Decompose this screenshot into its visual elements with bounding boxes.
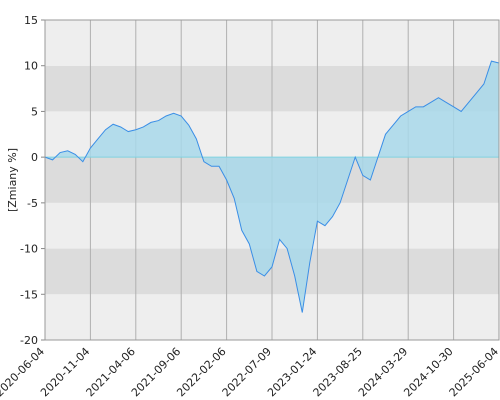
area-fill [45, 61, 499, 313]
y-tick-label: -5 [27, 197, 38, 210]
y-axis-label: [Zmiany %] [6, 148, 19, 212]
y-tick-label: 10 [24, 60, 38, 73]
y-tick-label: 5 [31, 105, 38, 118]
y-tick-label: 0 [31, 151, 38, 164]
x-tick-label: 2025-06-04 [447, 345, 500, 399]
line [44, 60, 500, 313]
y-tick-label: -10 [20, 243, 38, 256]
y-tick-label: -20 [20, 334, 38, 347]
y-tick-label: -15 [20, 288, 38, 301]
plot-border [44, 19, 500, 341]
y-tick-label: 15 [24, 14, 38, 27]
